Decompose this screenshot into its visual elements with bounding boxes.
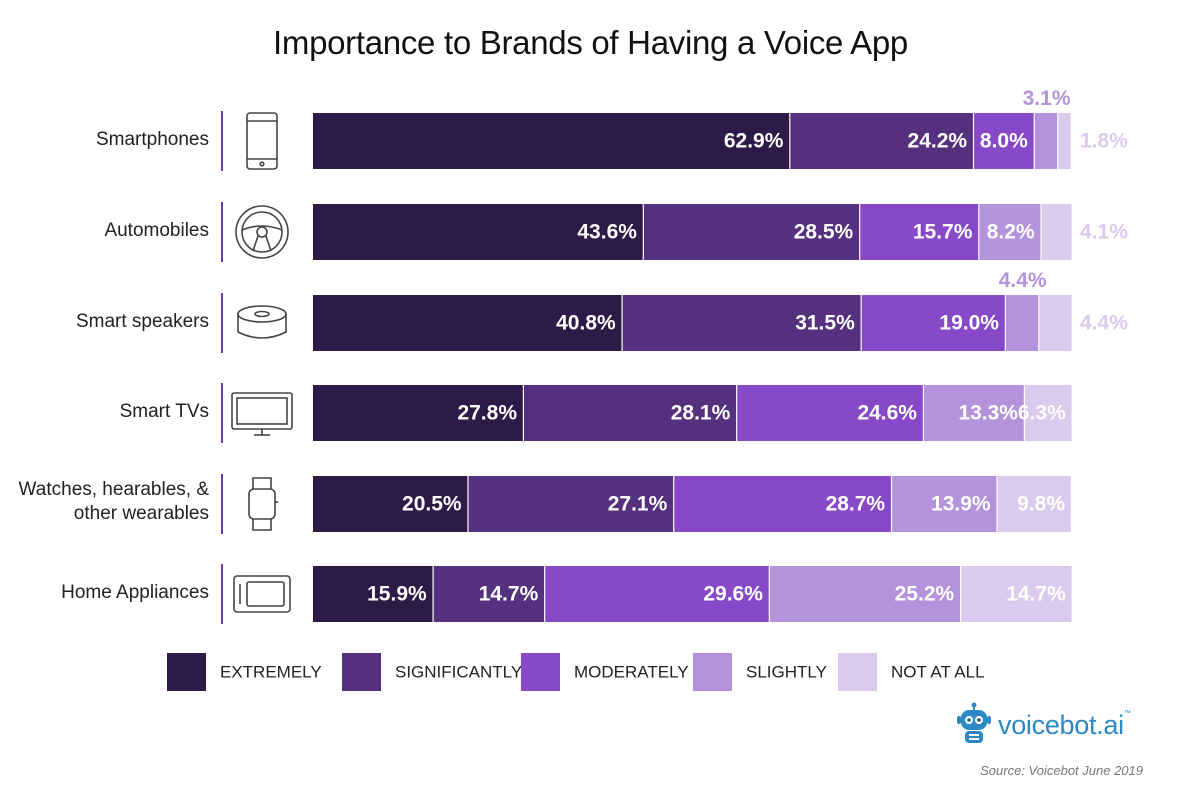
bar-segment bbox=[790, 113, 973, 169]
bar-segment bbox=[860, 204, 979, 260]
data-label: 15.7% bbox=[913, 221, 973, 244]
bar-segment bbox=[974, 113, 1034, 169]
bar-segment bbox=[961, 566, 1072, 622]
data-label: 4.1% bbox=[1080, 221, 1128, 244]
bars-layer: Smartphones 62.9% 24.2% 8.0% 3.1% 1.8% Automob… bbox=[19, 87, 1128, 622]
bar-segment bbox=[1039, 295, 1072, 351]
bar-segment bbox=[643, 204, 860, 260]
bar-segment bbox=[313, 113, 790, 169]
bar-segment bbox=[1058, 113, 1071, 169]
chart-title: Importance to Brands of Having a Voice A… bbox=[273, 24, 908, 61]
robot-mascot-icon bbox=[957, 702, 991, 743]
data-label: 40.8% bbox=[556, 312, 616, 335]
data-label: 27.1% bbox=[608, 493, 668, 516]
legend-label: SIGNIFICANTLY bbox=[395, 662, 522, 681]
voicebot-logo: voicebot.ai ™ bbox=[956, 702, 1131, 748]
legend-swatch bbox=[693, 653, 732, 691]
data-label: 28.5% bbox=[794, 221, 854, 244]
bar-segment bbox=[1005, 295, 1039, 351]
steering-wheel-icon bbox=[235, 205, 289, 259]
data-label: 24.2% bbox=[908, 130, 968, 153]
data-label: 28.1% bbox=[671, 402, 731, 425]
bar-segment bbox=[1034, 113, 1058, 169]
data-label: 13.9% bbox=[931, 493, 991, 516]
data-label: 25.2% bbox=[895, 583, 955, 606]
data-label: 29.6% bbox=[703, 583, 763, 606]
legend-swatch bbox=[521, 653, 560, 691]
bar-segment bbox=[1041, 204, 1072, 260]
legend-swatch bbox=[167, 653, 206, 691]
legend-swatch bbox=[342, 653, 381, 691]
category-label: Smart speakers bbox=[76, 311, 209, 332]
brand-trademark: ™ bbox=[1123, 710, 1131, 717]
data-label: 28.7% bbox=[826, 493, 886, 516]
data-label: 15.9% bbox=[367, 583, 427, 606]
bar-segment bbox=[997, 476, 1071, 532]
data-label: 27.8% bbox=[457, 402, 517, 425]
data-label: 20.5% bbox=[402, 493, 462, 516]
bar-segment bbox=[674, 476, 891, 532]
bar-segment bbox=[622, 295, 861, 351]
bar-segment bbox=[1024, 385, 1072, 441]
data-label: 6.3% bbox=[1018, 402, 1066, 425]
data-label: 8.2% bbox=[987, 221, 1035, 244]
category-label: Watches, hearables, & other wearables bbox=[19, 479, 210, 524]
category-label: Automobiles bbox=[104, 220, 209, 241]
category-label: Smart TVs bbox=[120, 401, 209, 422]
smartwatch-icon bbox=[248, 477, 278, 531]
data-label: 62.9% bbox=[724, 130, 784, 153]
data-label: 14.7% bbox=[1006, 583, 1066, 606]
legend: EXTREMELY SIGNIFICANTLY MODERATELY SLIGHTLY… bbox=[167, 653, 985, 691]
legend-label: NOT AT ALL bbox=[891, 662, 985, 681]
home-appliance-icon bbox=[233, 575, 291, 613]
bar-segment bbox=[545, 566, 769, 622]
data-label: 8.0% bbox=[980, 130, 1028, 153]
legend-label: MODERATELY bbox=[574, 662, 689, 681]
legend-label: EXTREMELY bbox=[220, 662, 322, 681]
smart-speaker-icon bbox=[237, 305, 287, 339]
category-label: Smartphones bbox=[96, 129, 209, 150]
tv-icon bbox=[231, 392, 293, 436]
bar-segment bbox=[313, 385, 523, 441]
bar-segment bbox=[923, 385, 1024, 441]
data-label: 19.0% bbox=[939, 312, 999, 335]
bar-segment bbox=[524, 385, 737, 441]
bar-segment bbox=[769, 566, 960, 622]
icons-layer bbox=[221, 111, 293, 624]
legend-label: SLIGHTLY bbox=[746, 662, 827, 681]
bar-segment bbox=[979, 204, 1041, 260]
brand-name: voicebot.ai bbox=[998, 709, 1124, 740]
data-label: 31.5% bbox=[795, 312, 855, 335]
bar-segment bbox=[433, 566, 545, 622]
bar-segment bbox=[861, 295, 1005, 351]
data-label: 43.6% bbox=[577, 221, 637, 244]
source-note: Source: Voicebot June 2019 bbox=[980, 763, 1143, 778]
category-label: Home Appliances bbox=[61, 582, 209, 603]
data-label: 9.8% bbox=[1017, 493, 1065, 516]
bar-segment bbox=[468, 476, 674, 532]
data-label: 13.3% bbox=[958, 402, 1018, 425]
data-label: 3.1% bbox=[1023, 87, 1071, 110]
bar-segment bbox=[313, 295, 622, 351]
data-label: 4.4% bbox=[999, 269, 1047, 292]
data-label: 24.6% bbox=[857, 402, 917, 425]
bar-segment bbox=[892, 476, 997, 532]
bar-segment bbox=[313, 204, 643, 260]
bar-segment bbox=[737, 385, 923, 441]
data-label: 14.7% bbox=[479, 583, 539, 606]
bar-segment bbox=[313, 566, 433, 622]
data-label: 4.4% bbox=[1080, 312, 1128, 335]
bar-segment bbox=[313, 476, 468, 532]
legend-swatch bbox=[838, 653, 877, 691]
smartphone-icon bbox=[246, 112, 278, 170]
data-label: 1.8% bbox=[1080, 130, 1128, 153]
